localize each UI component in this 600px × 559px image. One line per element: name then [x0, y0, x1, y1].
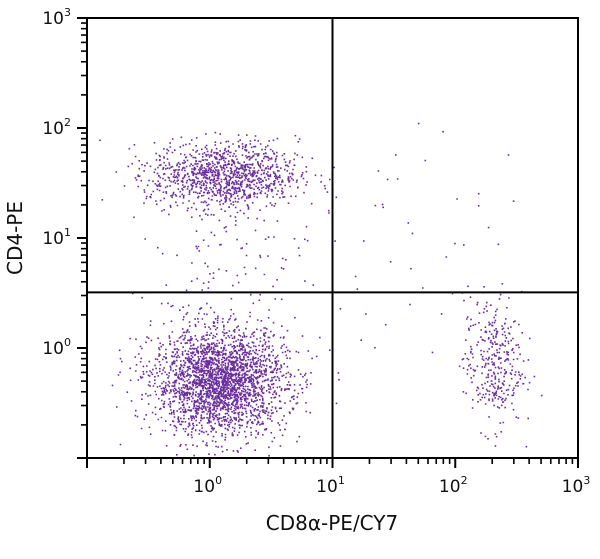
tick-labels: 100 101 102 103 100 101 102 103 — [42, 6, 590, 497]
x-tick-label: 103 — [562, 474, 591, 497]
x-tick-label: 101 — [316, 474, 345, 497]
x-tick-label: 100 — [193, 474, 222, 497]
y-tick-label: 100 — [42, 336, 71, 359]
scatter-dots — [99, 122, 543, 457]
x-axis-title: CD8α-PE/CY7 — [266, 511, 398, 535]
y-tick-label: 101 — [42, 226, 71, 249]
y-tick-label: 102 — [42, 116, 71, 139]
y-tick-label: 103 — [42, 6, 71, 29]
x-tick-label: 102 — [439, 474, 468, 497]
y-axis-title: CD4-PE — [3, 201, 27, 275]
quadrant-gate — [87, 18, 578, 458]
axis-ticks — [77, 17, 579, 468]
